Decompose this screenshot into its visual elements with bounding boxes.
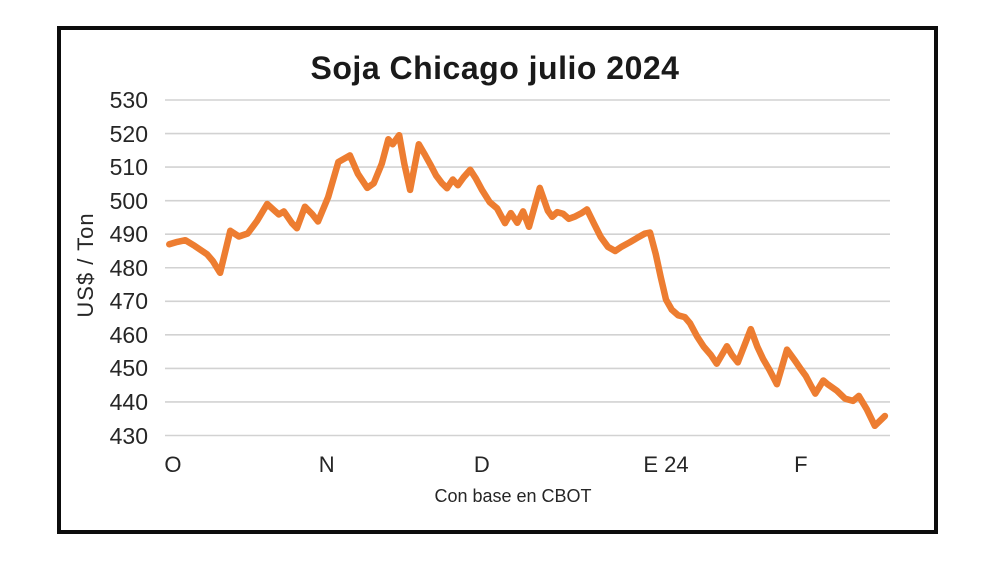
y-tick-label: 460 <box>109 321 148 348</box>
x-axis-caption: Con base en CBOT <box>434 486 592 506</box>
x-tick-label: N <box>318 452 335 477</box>
y-tick-label: 430 <box>109 422 148 449</box>
x-tick-label: D <box>473 452 490 477</box>
x-tick-label: E 24 <box>643 452 689 477</box>
y-tick-label: 520 <box>109 120 148 147</box>
chart-title: Soja Chicago julio 2024 <box>310 50 680 86</box>
price-series-line <box>166 131 889 430</box>
y-tick-label: 450 <box>109 355 148 382</box>
y-tick-label: 490 <box>109 221 148 248</box>
x-tick-label: F <box>794 452 808 477</box>
y-tick-label: 440 <box>109 388 148 415</box>
y-tick-label: 470 <box>109 288 148 315</box>
y-tick-label: 500 <box>109 187 148 214</box>
chart-frame-border <box>57 26 938 534</box>
x-tick-label: O <box>164 452 182 477</box>
gridlines <box>165 99 890 437</box>
y-tick-label: 480 <box>109 254 148 281</box>
y-tick-label: 510 <box>109 154 148 181</box>
y-tick-label: 530 <box>109 87 148 113</box>
